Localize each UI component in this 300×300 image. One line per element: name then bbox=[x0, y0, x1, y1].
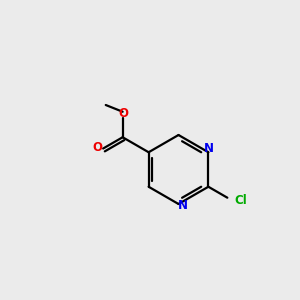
Text: O: O bbox=[93, 141, 103, 154]
Text: O: O bbox=[118, 107, 128, 120]
Text: N: N bbox=[204, 142, 214, 155]
Text: Cl: Cl bbox=[234, 194, 247, 208]
Text: N: N bbox=[178, 199, 188, 212]
